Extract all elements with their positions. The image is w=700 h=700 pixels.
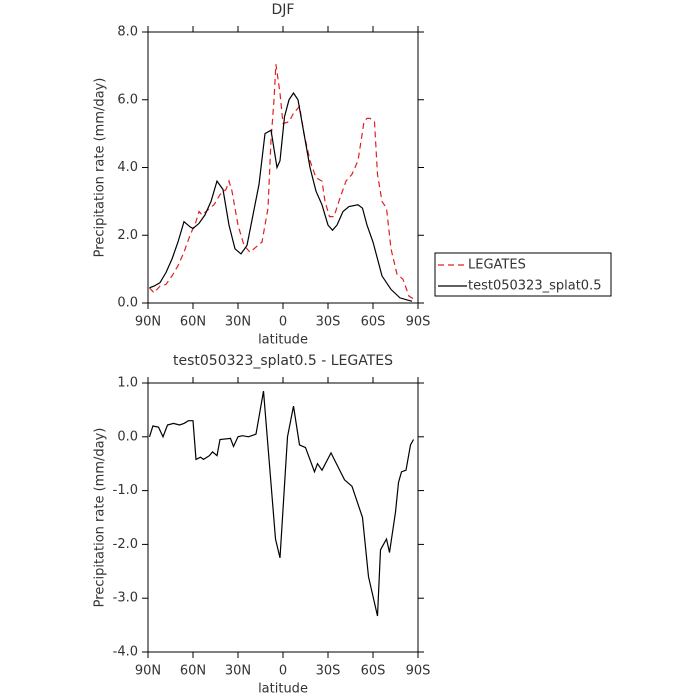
x-tick-label: 0 — [279, 664, 287, 679]
legend-label: LEGATES — [468, 258, 526, 273]
y-tick-label: -4.0 — [113, 645, 138, 660]
data-line — [149, 91, 413, 302]
x-tick-label: 30S — [316, 315, 341, 330]
chart-title: DJF — [272, 2, 295, 18]
y-tick-label: -2.0 — [113, 537, 138, 552]
legend-label: test050323_splat0.5 — [468, 279, 601, 294]
y-tick-label: -3.0 — [113, 591, 138, 606]
legend-box — [434, 252, 612, 297]
x-tick-label: 30N — [225, 664, 251, 679]
x-tick-label: 90S — [406, 315, 431, 330]
chart-title: test050323_splat0.5 - LEGATES — [173, 353, 393, 369]
y-axis-label: Precipitation rate (mm/day) — [93, 428, 108, 608]
x-tick-label: 60N — [180, 664, 206, 679]
data-line — [149, 64, 416, 301]
x-tick-label: 90N — [135, 315, 161, 330]
y-tick-label: 2.0 — [117, 228, 138, 243]
x-tick-label: 90N — [135, 664, 161, 679]
y-tick-label: 8.0 — [117, 25, 138, 40]
y-axis-label: Precipitation rate (mm/day) — [93, 78, 108, 258]
x-tick-label: 0 — [279, 315, 287, 330]
x-tick-label: 60N — [180, 315, 206, 330]
y-tick-label: -1.0 — [113, 483, 138, 498]
plot-frame — [147, 31, 419, 304]
data-line — [148, 390, 415, 617]
x-axis-label: latitude — [258, 682, 308, 697]
y-tick-label: 6.0 — [117, 92, 138, 107]
y-tick-label: 1.0 — [117, 376, 138, 391]
x-axis-label: latitude — [258, 333, 308, 348]
x-tick-label: 60S — [361, 315, 386, 330]
y-tick-label: 0.0 — [117, 296, 138, 311]
y-tick-label: 4.0 — [117, 160, 138, 175]
y-tick-label: 0.0 — [117, 429, 138, 444]
x-tick-label: 30S — [316, 664, 341, 679]
x-tick-label: 60S — [361, 664, 386, 679]
x-tick-label: 30N — [225, 315, 251, 330]
x-tick-label: 90S — [406, 664, 431, 679]
